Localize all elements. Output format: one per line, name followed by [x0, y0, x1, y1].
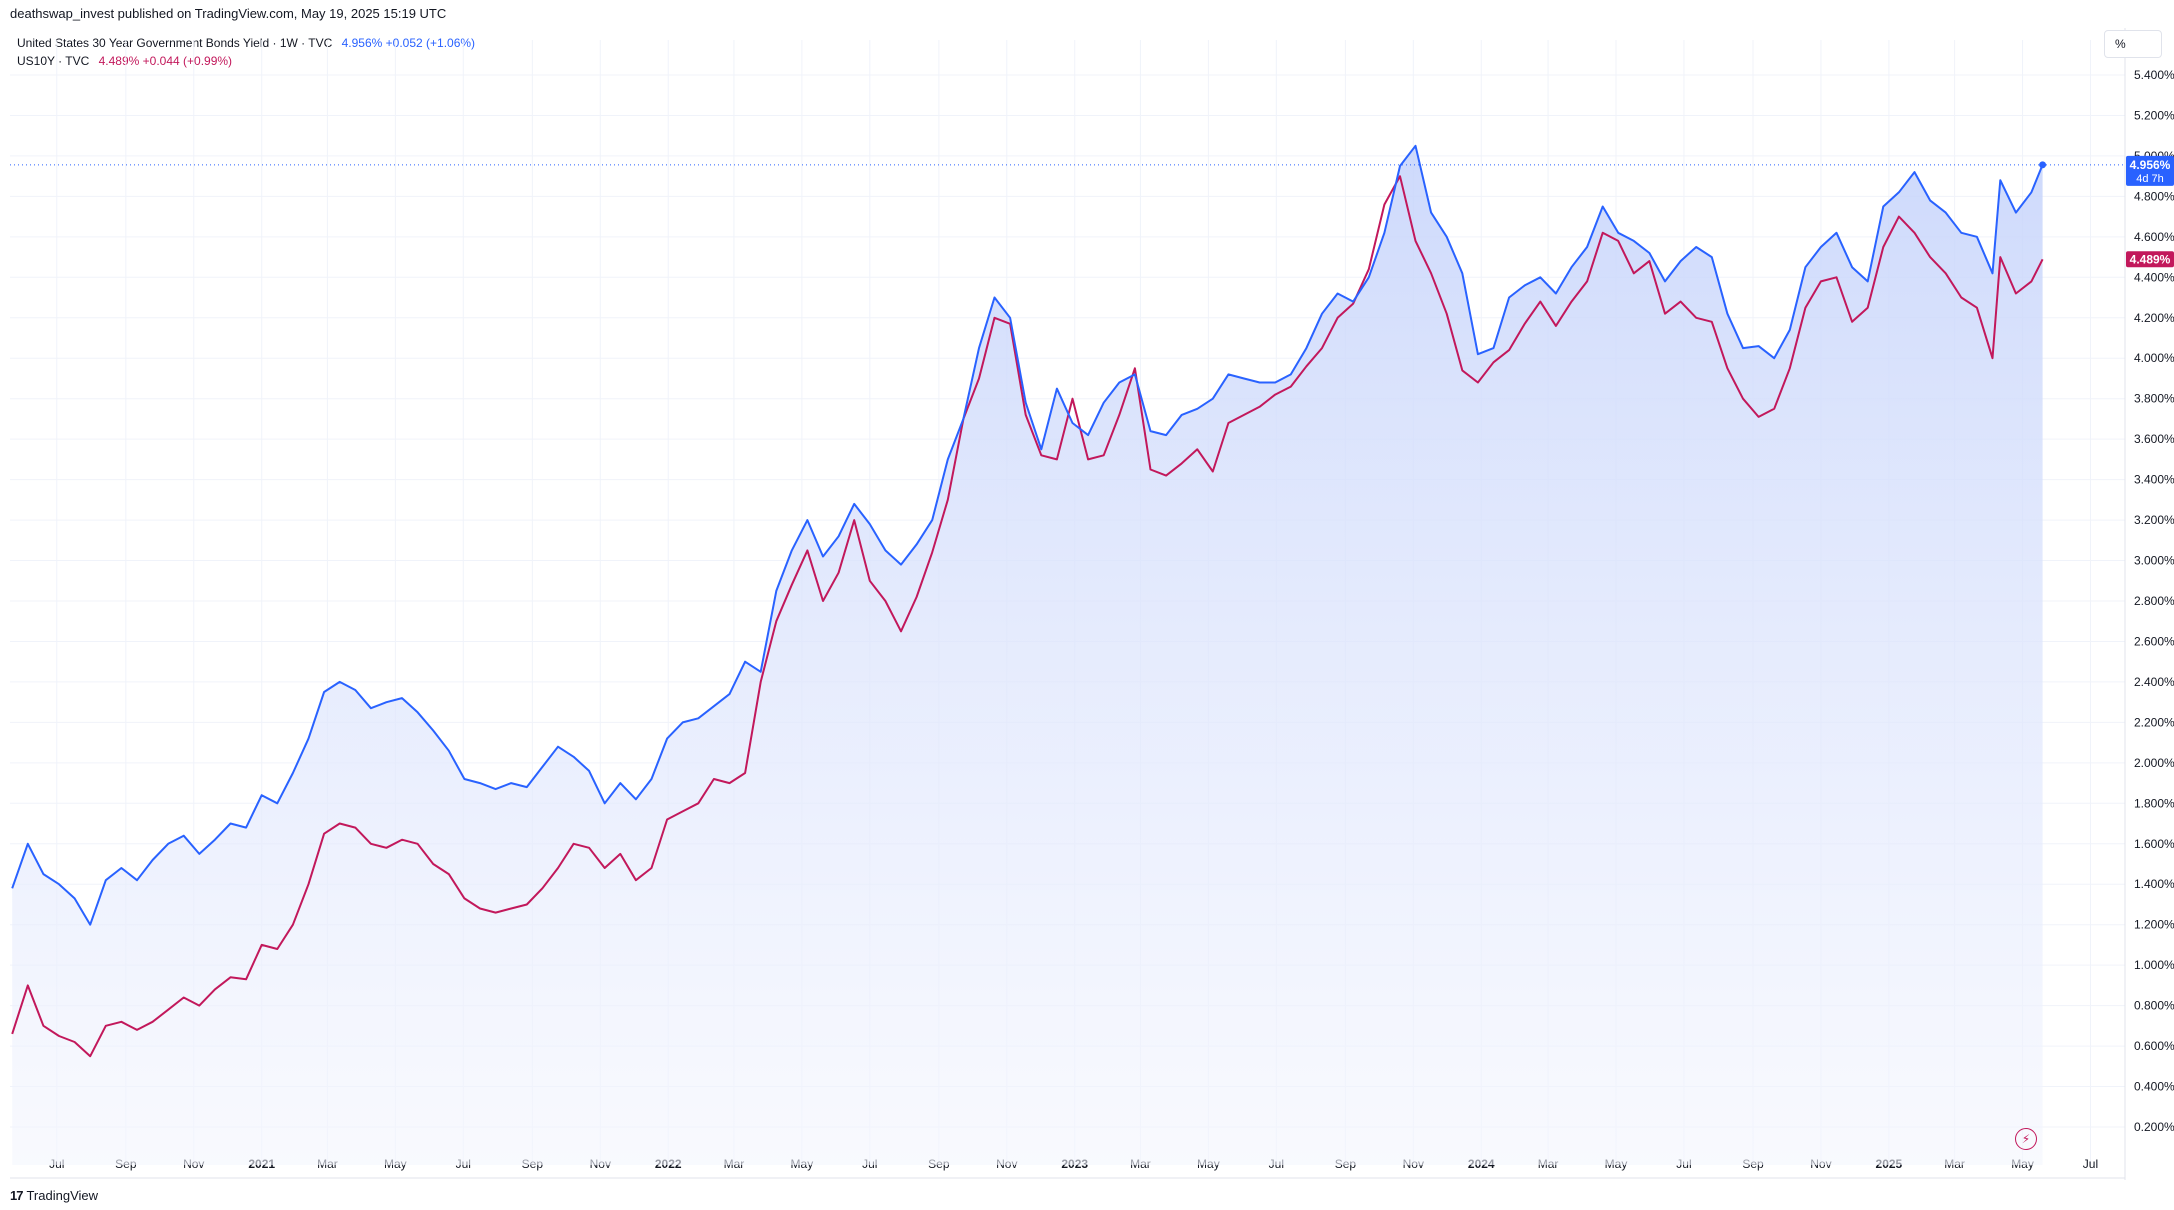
y-tick-label: 1.200%	[2134, 918, 2174, 932]
x-tick-label: Jul	[2083, 1157, 2098, 1171]
y-tick-label: 4.000%	[2134, 351, 2174, 365]
y-tick-label: 0.200%	[2134, 1120, 2174, 1134]
us10-line	[11, 175, 2044, 1058]
y-tick-label: 0.600%	[2134, 1039, 2174, 1053]
legend-us30-values: 4.956% +0.052 (+1.06%)	[341, 36, 476, 50]
y-tick-label: 2.400%	[2134, 675, 2174, 689]
lightning-icon[interactable]: ⚡	[2015, 1128, 2037, 1150]
us30-price-label-bg	[2126, 155, 2174, 186]
y-tick-label: 5.200%	[2134, 108, 2174, 122]
us30-countdown-label: 4d 7h	[2136, 173, 2164, 185]
y-tick-label: 3.600%	[2134, 432, 2174, 446]
y-tick-label: 1.400%	[2134, 877, 2174, 891]
brand-label: TradingView	[26, 1188, 99, 1203]
us30-last-point	[2039, 161, 2047, 169]
y-tick-label: 3.200%	[2134, 513, 2174, 527]
percent-scale-button[interactable]: %	[2104, 30, 2162, 58]
legend-row-us30[interactable]: United States 30 Year Government Bonds Y…	[17, 34, 475, 52]
y-tick-label: 2.000%	[2134, 756, 2174, 770]
legend-us30-name: United States 30 Year Government Bonds Y…	[17, 36, 333, 50]
y-tick-label: 4.600%	[2134, 230, 2174, 244]
y-tick-label: 0.400%	[2134, 1080, 2174, 1094]
y-tick-label: 1.000%	[2134, 958, 2174, 972]
tradingview-brand[interactable]: 17 TradingView	[10, 1188, 98, 1203]
y-tick-label: 4.200%	[2134, 311, 2174, 325]
y-tick-label: 2.200%	[2134, 715, 2174, 729]
y-tick-label: 0.800%	[2134, 999, 2174, 1013]
y-tick-label: 1.600%	[2134, 837, 2174, 851]
tradingview-logo-icon: 17	[10, 1188, 24, 1203]
y-tick-label: 1.800%	[2134, 796, 2174, 810]
legend-us10-name: US10Y · TVC	[17, 54, 90, 68]
y-tick-label: 3.800%	[2134, 392, 2174, 406]
legend-us10-values: 4.489% +0.044 (+0.99%)	[98, 54, 233, 68]
publish-info: deathswap_invest published on TradingVie…	[10, 6, 447, 21]
y-tick-label: 3.000%	[2134, 554, 2174, 568]
y-tick-label: 4.800%	[2134, 189, 2174, 203]
legend-row-us10[interactable]: US10Y · TVC 4.489% +0.044 (+0.99%)	[17, 52, 475, 70]
us10-price-label-bg	[2126, 251, 2174, 268]
y-tick-label: 3.400%	[2134, 473, 2174, 487]
us10-price-label: 4.489%	[2130, 252, 2171, 266]
chart-legend: United States 30 Year Government Bonds Y…	[17, 34, 475, 70]
us30-price-label: 4.956%	[2130, 158, 2171, 172]
y-tick-label: 5.400%	[2134, 68, 2174, 82]
us30-line	[11, 144, 2044, 926]
y-tick-label: 2.600%	[2134, 634, 2174, 648]
us30-area-fill	[12, 145, 2043, 1166]
y-tick-label: 2.800%	[2134, 594, 2174, 608]
y-tick-label: 4.400%	[2134, 270, 2174, 284]
